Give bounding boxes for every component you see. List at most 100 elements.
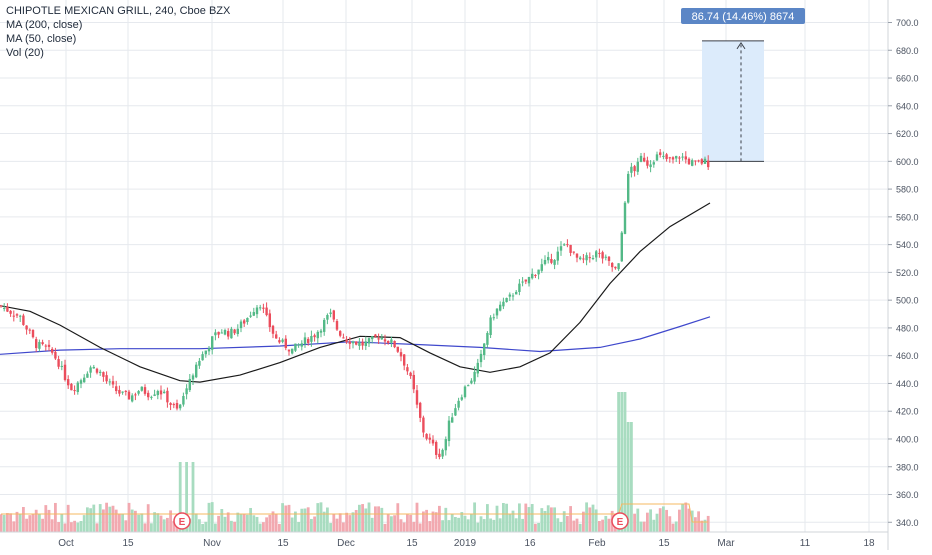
volume-bar	[210, 502, 214, 532]
legend-ma50[interactable]: MA (50, close)	[6, 33, 77, 45]
legend-title[interactable]: CHIPOTLE MEXICAN GRILL, 240, Cboe BZX	[6, 5, 231, 17]
volume-bar	[92, 504, 96, 532]
candle-body	[211, 336, 214, 350]
candle-body	[572, 251, 575, 253]
volume-bar	[406, 514, 409, 532]
candle-body	[22, 315, 25, 325]
candle-body	[489, 317, 492, 336]
candle-body	[271, 325, 275, 334]
volume-bar	[662, 506, 665, 532]
candle-body	[569, 244, 572, 253]
candle-body	[281, 339, 284, 342]
volume-bar	[678, 509, 681, 532]
volume-bar	[623, 392, 627, 532]
volume-bar	[700, 520, 704, 532]
volume-bar	[105, 502, 108, 532]
volume-bar	[537, 522, 540, 532]
candle-body	[60, 365, 63, 367]
candle-body	[697, 160, 700, 162]
legend-volume[interactable]: Vol (20)	[6, 47, 44, 59]
volume-bar	[582, 511, 585, 532]
earnings-marker[interactable]	[611, 512, 629, 530]
candle-body	[121, 391, 124, 393]
candle-body	[473, 371, 476, 382]
volume-bar	[374, 506, 377, 532]
volume-bar	[585, 502, 588, 532]
volume-bar	[460, 512, 464, 532]
x-tick-label: 16	[524, 538, 536, 549]
candle-body	[652, 162, 655, 165]
y-tick-label: 460.0	[896, 351, 919, 361]
volume-bar	[294, 511, 297, 532]
volume-bar	[383, 523, 387, 532]
volume-bar	[706, 515, 710, 532]
candle-body	[444, 439, 447, 451]
volume-bar	[150, 523, 153, 532]
y-tick-label: 540.0	[896, 240, 919, 250]
volume-bar	[204, 521, 208, 532]
candle-body	[108, 381, 111, 383]
y-tick-label: 500.0	[896, 296, 919, 306]
volume-bar	[297, 521, 300, 532]
candle-body	[236, 328, 239, 335]
candle-body	[585, 255, 588, 261]
volume-bar	[79, 520, 83, 532]
candle-body	[457, 400, 460, 408]
volume-bar	[566, 515, 569, 532]
candle-body	[476, 362, 479, 374]
candle-body	[54, 351, 57, 359]
candle-body	[294, 343, 297, 351]
volume-bar	[57, 522, 60, 532]
candle-body	[28, 329, 31, 331]
volume-bar	[703, 519, 707, 532]
volume-bar	[207, 502, 211, 532]
candlesticks	[0, 148, 710, 460]
volume-bar	[431, 511, 435, 532]
candle-body	[182, 395, 185, 405]
earnings-marker[interactable]	[173, 512, 191, 530]
y-tick-label: 440.0	[896, 379, 919, 389]
candle-body	[249, 315, 252, 317]
candle-body	[169, 403, 172, 405]
volume-bar	[620, 392, 624, 532]
candle-body	[201, 354, 204, 361]
volume-bar	[438, 505, 441, 532]
volume-bar	[473, 502, 476, 532]
volume-bar	[422, 511, 425, 532]
volume-bar	[38, 514, 41, 532]
candle-body	[451, 417, 454, 423]
candle-body	[313, 335, 316, 338]
candle-body	[220, 332, 223, 334]
candle-body	[275, 334, 278, 339]
volume-bar	[98, 504, 102, 532]
legend-ma200[interactable]: MA (200, close)	[6, 19, 83, 31]
candle-body	[19, 315, 22, 317]
volume-bar	[156, 513, 160, 532]
volume-bar	[514, 518, 518, 532]
candle-body	[419, 402, 422, 418]
candle-body	[646, 160, 649, 166]
volume-bar	[598, 521, 601, 532]
candle-body	[89, 367, 92, 373]
volume-bar	[25, 518, 28, 532]
candle-body	[387, 341, 390, 344]
y-tick-label: 400.0	[896, 434, 919, 444]
measure-box[interactable]	[702, 40, 764, 162]
candle-body	[335, 321, 339, 330]
volume-bar	[447, 520, 451, 532]
candle-body	[214, 332, 217, 336]
volume-bar	[140, 513, 144, 532]
candle-body	[678, 157, 681, 159]
volume-bar	[569, 506, 572, 532]
volume-bar	[454, 517, 457, 532]
volume-bar	[47, 509, 51, 532]
volume-bar	[102, 509, 105, 532]
volume-bar	[572, 520, 576, 532]
volume-bar	[130, 509, 134, 532]
volume-bar	[546, 505, 550, 532]
candle-body	[143, 387, 147, 394]
volume-bar	[252, 515, 256, 532]
